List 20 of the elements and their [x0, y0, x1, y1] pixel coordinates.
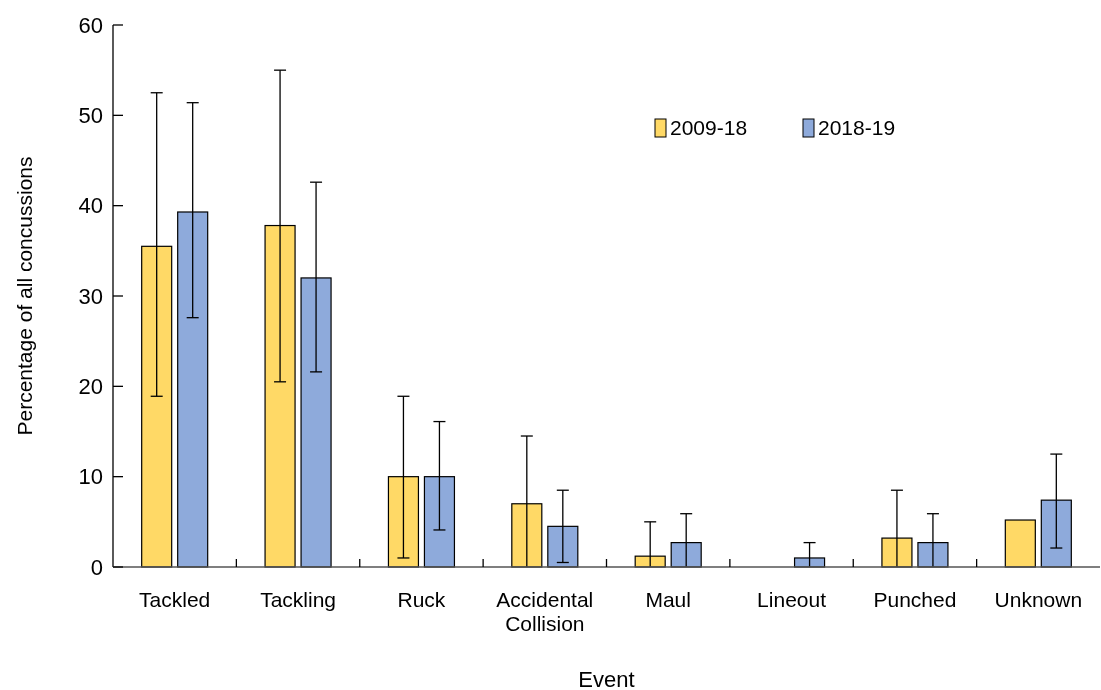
y-tick-label: 30 — [78, 283, 103, 309]
x-axis-title: Event — [578, 667, 635, 690]
x-tick-label: Ruck — [397, 588, 446, 611]
y-tick-label: 50 — [78, 103, 103, 129]
y-tick-label: 0 — [90, 554, 103, 580]
x-tick-label: Unknown — [994, 588, 1083, 611]
x-tick-label: Lineout — [757, 588, 827, 611]
x-tick-label: Punched — [873, 588, 957, 611]
x-tick-label: Accidental Collision — [496, 588, 594, 635]
x-tick-label: Maul — [645, 588, 691, 611]
y-axis-title: Percentage of all concussions — [13, 156, 36, 436]
bar — [1004, 519, 1036, 568]
legend-label: 2009-18 — [670, 116, 748, 140]
y-tick-label: 10 — [78, 464, 103, 490]
x-tick-label: Tackling — [260, 588, 336, 611]
y-tick-label: 60 — [78, 12, 103, 38]
x-tick-label: Tackled — [139, 588, 211, 611]
y-tick-label: 40 — [78, 193, 103, 219]
y-tick-label: 20 — [78, 374, 103, 400]
legend-label: 2018-19 — [818, 116, 896, 140]
